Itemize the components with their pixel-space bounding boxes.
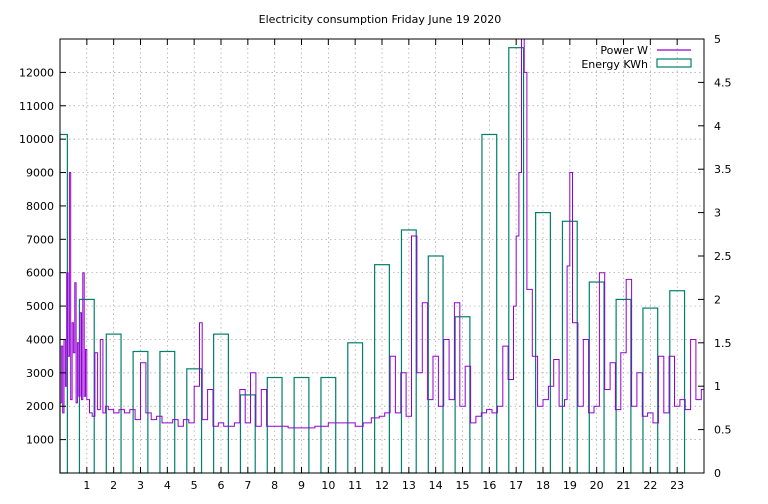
chart-title: Electricity consumption Friday June 19 2…	[259, 13, 502, 26]
x-tick-label: 5	[191, 479, 198, 492]
x-tick-label: 2	[110, 479, 117, 492]
power-line	[60, 38, 704, 429]
x-tick-label: 3	[137, 479, 144, 492]
y-tick-label: 1000	[26, 434, 54, 447]
grid	[60, 39, 704, 473]
x-tick-label: 7	[244, 479, 251, 492]
y2-tick-label: 4.5	[714, 76, 732, 89]
x-tick-label: 20	[590, 479, 604, 492]
legend-label-power: Power W	[600, 44, 648, 57]
x-tick-label: 15	[456, 479, 470, 492]
x-tick-label: 23	[670, 479, 684, 492]
x-tick-label: 13	[402, 479, 416, 492]
y2-tick-label: 2	[714, 293, 721, 306]
x-tick-label: 18	[536, 479, 550, 492]
x-tick-label: 14	[429, 479, 443, 492]
x-tick-label: 16	[482, 479, 496, 492]
y2-tick-label: 4	[714, 120, 721, 133]
y2-tick-label: 0.5	[714, 424, 732, 437]
legend-swatch-energy	[656, 58, 692, 68]
energy-bar	[159, 350, 176, 474]
y-tick-label: 12000	[19, 66, 54, 79]
y-tick-label: 2000	[26, 400, 54, 413]
y-tick-label: 7000	[26, 233, 54, 246]
x-tick-label: 11	[348, 479, 362, 492]
x-tick-label: 9	[298, 479, 305, 492]
energy-bar	[239, 394, 256, 474]
x-tick-label: 22	[643, 479, 657, 492]
axis-ticks: 1000200030004000500060007000800090001000…	[19, 33, 732, 492]
y-tick-label: 6000	[26, 267, 54, 280]
x-tick-label: 1	[83, 479, 90, 492]
energy-bars	[59, 47, 686, 474]
power-line-layer	[60, 38, 704, 429]
y2-tick-label: 3	[714, 207, 721, 220]
y2-tick-label: 0	[714, 467, 721, 480]
legend-label-energy: Energy KWh	[581, 58, 648, 71]
y-tick-label: 5000	[26, 300, 54, 313]
y2-tick-label: 3.5	[714, 163, 732, 176]
y-tick-label: 9000	[26, 167, 54, 180]
y-tick-label: 3000	[26, 367, 54, 380]
y-tick-label: 8000	[26, 200, 54, 213]
x-tick-label: 6	[218, 479, 225, 492]
energy-bar	[400, 229, 417, 474]
y-tick-label: 11000	[19, 100, 54, 113]
x-tick-label: 8	[271, 479, 278, 492]
x-tick-label: 21	[617, 479, 631, 492]
y2-tick-label: 1	[714, 380, 721, 393]
x-tick-label: 17	[509, 479, 523, 492]
y2-tick-label: 1.5	[714, 337, 732, 350]
y2-tick-label: 2.5	[714, 250, 732, 263]
x-tick-label: 12	[375, 479, 389, 492]
legend: Power W Energy KWh	[581, 44, 692, 71]
y-tick-label: 10000	[19, 133, 54, 146]
x-tick-label: 4	[164, 479, 171, 492]
x-tick-label: 10	[321, 479, 335, 492]
y2-tick-label: 5	[714, 33, 721, 46]
x-tick-label: 19	[563, 479, 577, 492]
y-tick-label: 4000	[26, 333, 54, 346]
